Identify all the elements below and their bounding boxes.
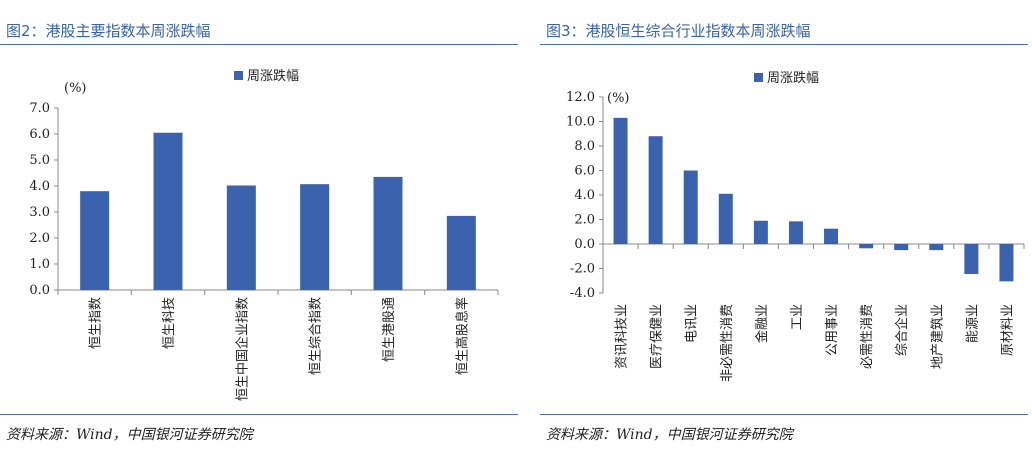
bar bbox=[824, 228, 839, 244]
bar bbox=[718, 193, 733, 244]
y-tick-label: 1.0 bbox=[29, 257, 50, 272]
x-category-label: 必需性消费 bbox=[860, 304, 875, 369]
x-category-label: 恒生科技 bbox=[162, 297, 177, 349]
x-category-label: 能源业 bbox=[965, 304, 980, 343]
chart-title: 图3：港股恒生综合行业指数本周涨跌幅 bbox=[546, 22, 811, 40]
y-tick-label: 2.0 bbox=[574, 213, 595, 228]
chart-title: 图2：港股主要指数本周涨跌幅 bbox=[6, 22, 211, 40]
bar bbox=[226, 185, 256, 290]
y-tick-label: 3.0 bbox=[29, 205, 50, 220]
x-category-label: 恒生高股息率 bbox=[454, 297, 470, 375]
bar bbox=[613, 117, 628, 244]
x-category-label: 综合企业 bbox=[894, 304, 910, 356]
y-tick-label: 6.0 bbox=[29, 127, 50, 142]
y-tick-label: -4.0 bbox=[570, 286, 595, 301]
bar bbox=[373, 176, 403, 290]
x-category-label: 恒生港股通 bbox=[382, 297, 397, 362]
y-tick-label: 2.0 bbox=[29, 231, 50, 246]
source-note: 资料来源：Wind，中国银河证券研究院 bbox=[6, 427, 253, 443]
right-bar-chart: 周涨跌幅 (%) -4.0 -2.0 0.0 2.0 4.0 6.0 8.0 10.0 12.0 资讯… bbox=[566, 70, 1025, 382]
y-tick-label: 8.0 bbox=[574, 139, 595, 154]
y-unit-label: (%) bbox=[64, 81, 87, 96]
legend-swatch bbox=[754, 73, 763, 82]
left-bar-chart: 周涨跌幅 (%) 0.0 1.0 2.0 3.0 4.0 5.0 6.0 7.0 恒生指数 恒生科技 恒… bbox=[29, 68, 499, 401]
y-unit-label: (%) bbox=[607, 91, 630, 106]
bar bbox=[859, 244, 874, 249]
y-tick-label: 4.0 bbox=[574, 188, 595, 203]
y-tick-label: 5.0 bbox=[29, 153, 50, 168]
left-chart-panel: 图2：港股主要指数本周涨跌幅 周涨跌幅 (%) 0.0 1.0 2.0 3.0 4.0 5.0… bbox=[0, 22, 518, 443]
bar bbox=[80, 191, 110, 290]
title-divider bbox=[0, 44, 518, 45]
x-category-label: 金融业 bbox=[754, 304, 770, 343]
x-category-label: 地产建筑业 bbox=[929, 304, 945, 369]
x-category-label: 工业 bbox=[790, 304, 805, 330]
x-category-label: 恒生综合指数 bbox=[309, 297, 324, 375]
x-category-label: 原材料业 bbox=[1000, 304, 1015, 356]
legend-swatch bbox=[234, 71, 243, 80]
legend-label: 周涨跌幅 bbox=[767, 70, 819, 86]
y-tick-label: 7.0 bbox=[29, 101, 50, 116]
x-category-label: 恒生中国企业指数 bbox=[234, 297, 250, 401]
x-category-label: 电讯业 bbox=[685, 304, 700, 343]
source-note: 资料来源：Wind，中国银河证券研究院 bbox=[546, 427, 793, 443]
bar bbox=[153, 132, 183, 290]
x-category-label: 资讯科技业 bbox=[615, 304, 630, 369]
footer-divider bbox=[0, 414, 518, 415]
y-tick-label: 10.0 bbox=[566, 115, 595, 130]
bar bbox=[753, 220, 768, 244]
bar bbox=[894, 244, 909, 251]
footer-divider bbox=[540, 414, 1028, 415]
bar bbox=[964, 244, 979, 275]
y-tick-label: 6.0 bbox=[574, 164, 595, 179]
y-tick-label: 0.0 bbox=[574, 237, 595, 252]
y-tick-label: 12.0 bbox=[566, 90, 595, 105]
right-chart-panel: 图3：港股恒生综合行业指数本周涨跌幅 周涨跌幅 (%) -4.0 -2.0 0.0 2.0… bbox=[540, 0, 1032, 468]
bar bbox=[929, 244, 944, 251]
bar bbox=[648, 136, 663, 244]
bar bbox=[999, 244, 1014, 282]
bar bbox=[300, 184, 330, 290]
bar bbox=[446, 215, 476, 290]
x-category-label: 医疗保健业 bbox=[650, 304, 665, 369]
y-tick-label: 0.0 bbox=[29, 283, 50, 298]
x-category-label: 恒生指数 bbox=[89, 297, 104, 349]
title-divider bbox=[540, 44, 1028, 45]
x-category-label: 非必需性消费 bbox=[720, 304, 735, 382]
bar bbox=[788, 221, 803, 244]
x-category-label: 公用事业 bbox=[825, 304, 840, 356]
y-tick-label: -2.0 bbox=[570, 262, 595, 277]
bar bbox=[683, 170, 698, 244]
legend-label: 周涨跌幅 bbox=[247, 68, 299, 84]
y-tick-label: 4.0 bbox=[29, 179, 50, 194]
